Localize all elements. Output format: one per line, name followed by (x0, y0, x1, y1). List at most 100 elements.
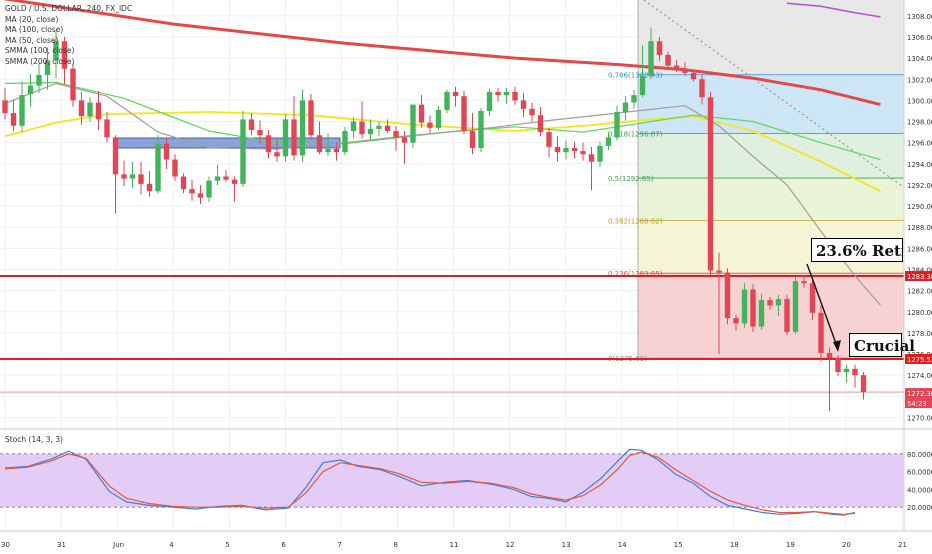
fib-level-label: 0.236(1283.65) (608, 270, 663, 278)
stochastic-label: Stoch (14, 3, 3) (5, 435, 64, 444)
candle-body (61, 41, 68, 69)
candle-body (10, 113, 17, 126)
candle-body (733, 318, 739, 324)
candle-body (784, 299, 790, 332)
candle-body (597, 145, 603, 162)
candle-body (826, 352, 833, 359)
candle-body (70, 68, 76, 101)
x-tick-label: 20 (842, 541, 851, 549)
candle-body (775, 299, 782, 306)
candle-body (495, 91, 501, 96)
y-tick-label: 1278.00 (907, 330, 932, 338)
x-tick-label: 13 (562, 541, 571, 549)
price-label: 54:23 (907, 400, 927, 408)
annotation-crucial: Crucial (849, 333, 915, 357)
candle-body (801, 281, 807, 284)
fib-zone (638, 74, 904, 134)
x-tick-label: 6 (281, 541, 286, 549)
x-tick-label: 7 (337, 541, 341, 549)
candle-body (44, 60, 51, 76)
candle-body (860, 375, 867, 393)
candle-body (461, 96, 467, 132)
price-label-bg (905, 353, 932, 364)
chart-title: GOLD / U.S. DOLLAR, 240, FX_IDC (5, 4, 133, 13)
candle-body (333, 149, 340, 153)
y-tick-label: 1280.00 (907, 309, 932, 317)
x-tick-label: 12 (506, 541, 515, 549)
candle-body (724, 272, 731, 319)
legend-item: MA (100, close) (5, 25, 64, 34)
candle-body (172, 159, 178, 177)
x-tick-label: 19 (786, 541, 795, 549)
stoch-d-line (4, 451, 856, 515)
y-tick-label: 1286.00 (907, 245, 932, 253)
candle-body (78, 100, 85, 117)
candle-body (410, 104, 416, 143)
ma-line (786, 2, 881, 18)
candle-body (631, 95, 637, 103)
price-label-bg (905, 398, 932, 409)
candle-body (359, 121, 365, 135)
candle-body (716, 270, 722, 273)
y-tick-label: 1300.00 (907, 97, 932, 105)
candle-body (648, 41, 654, 77)
candle-body (673, 65, 680, 69)
candle-body (563, 147, 569, 153)
price-label: 1283.38 (907, 273, 932, 281)
x-tick-label: 5 (225, 541, 229, 549)
x-tick-label: Jun (112, 541, 124, 549)
price-label-bg (905, 271, 932, 282)
candle-body (112, 137, 119, 175)
candle-body (223, 176, 229, 180)
candle-body (384, 125, 391, 132)
candle-body (401, 137, 408, 143)
candle-body (274, 152, 280, 157)
ma-line (4, 82, 881, 306)
legend-item: MA (50, close) (5, 35, 59, 45)
candle-body (639, 76, 646, 96)
price-label-bg (905, 388, 932, 399)
fib-level-label: 0.382(1288.62) (608, 218, 663, 226)
candle-body (767, 300, 773, 306)
x-tick-label: 31 (57, 541, 66, 549)
candle-body (843, 368, 850, 372)
x-tick-label: 18 (730, 541, 739, 549)
candle-body (180, 176, 187, 190)
candle-body (36, 75, 42, 86)
candle-body (197, 193, 204, 198)
candle-body (206, 180, 212, 198)
legend-item: MA (20, close) (5, 14, 59, 24)
y-tick-label: 1274.00 (907, 372, 932, 380)
y-tick-label: 1296.00 (907, 140, 932, 148)
y-tick-label: 1292.00 (907, 182, 932, 190)
x-tick-label: 11 (450, 541, 459, 549)
price-label: 1272.38 (907, 390, 932, 398)
y-tick-label: 1270.00 (907, 414, 932, 422)
y-tick-label: 1294.00 (907, 161, 932, 169)
candle-body (656, 41, 663, 55)
candle-body (469, 131, 476, 148)
candle-body (835, 358, 841, 372)
candle-body (291, 119, 297, 156)
candle-body (189, 189, 195, 194)
candle-body (418, 104, 425, 123)
candle-body (53, 41, 59, 61)
candle-body (87, 102, 93, 117)
candle-body (690, 72, 697, 80)
candle-body (214, 176, 221, 181)
candle-body (520, 100, 527, 109)
x-tick-label: 30 (1, 541, 10, 549)
candle-body (393, 131, 399, 138)
y-tick-label: 1282.00 (907, 288, 932, 296)
stoch-tick-label: 20.0000 (907, 504, 932, 512)
candle-body (503, 91, 510, 96)
candle-body (852, 368, 858, 376)
legend-item: SMMA (200, close) (5, 56, 75, 66)
ma-line (4, 0, 881, 107)
y-tick-label: 1284.00 (907, 266, 932, 274)
candle-body (444, 91, 450, 110)
candle-body (257, 129, 263, 136)
candle-body (376, 125, 382, 129)
candle-body (231, 179, 238, 184)
